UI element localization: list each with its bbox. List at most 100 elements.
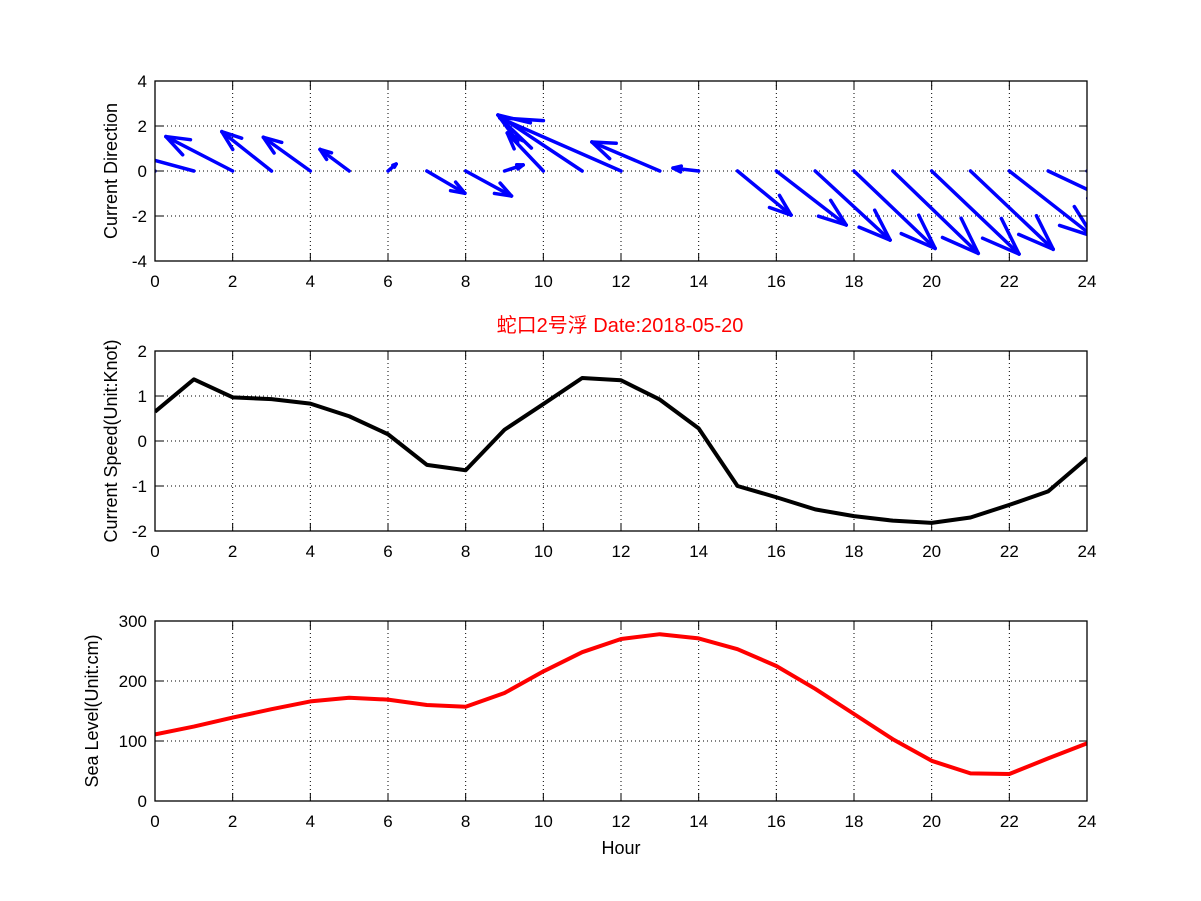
current-arrow (590, 140, 662, 173)
y-tick-label: 2 (138, 117, 147, 136)
x-tick-label: 6 (383, 542, 392, 561)
arrow-shaft (968, 169, 1055, 252)
arrow-head-barb (816, 214, 848, 227)
arrow-head-barb (261, 135, 284, 145)
arrow-head-barb (899, 231, 937, 251)
arrow-head-barb (516, 163, 525, 171)
x-tick-label: 10 (534, 272, 553, 291)
arrow-shaft (220, 129, 274, 173)
current-arrow (220, 129, 274, 173)
current-arrow (968, 169, 1055, 252)
y-tick-label: 4 (138, 72, 147, 91)
arrow-head-barb (767, 205, 793, 217)
x-tick-label: 14 (689, 542, 708, 561)
arrow-head-barb (261, 135, 276, 155)
arrow-head-barb (448, 188, 467, 196)
current-arrow (891, 169, 981, 256)
x-tick-label: 12 (612, 542, 631, 561)
current-arrow (671, 164, 701, 174)
x-tick-label: 22 (1000, 812, 1019, 831)
x-tick-label: 22 (1000, 542, 1019, 561)
arrow-head-barb (1016, 232, 1055, 252)
current-arrow (164, 134, 235, 173)
y-tick-label: 300 (119, 612, 147, 631)
arrow-head-barb (872, 208, 892, 242)
x-tick-label: 20 (922, 542, 941, 561)
y-tick-label: -4 (132, 252, 147, 271)
x-tick-label: 8 (461, 812, 470, 831)
arrow-shaft (774, 169, 848, 227)
arrow-shaft (463, 169, 514, 198)
current-arrow (386, 162, 398, 173)
current-arrow (929, 169, 1021, 256)
arrow-head-barb (318, 147, 334, 155)
y-tick-label: 0 (138, 162, 147, 181)
arrow-shaft (929, 169, 1021, 256)
current-arrow (735, 169, 793, 217)
x-tick-label: 18 (845, 272, 864, 291)
x-tick-label: 24 (1078, 542, 1097, 561)
arrow-head-barb (777, 193, 793, 217)
x-tick-label: 16 (767, 542, 786, 561)
arrow-head-barb (498, 116, 534, 150)
arrow-head-barb (857, 225, 892, 242)
x-tick-label: 10 (534, 812, 553, 831)
current-arrow (318, 147, 351, 173)
arrow-head-barb (999, 216, 1021, 256)
arrow-head-barb (1072, 204, 1087, 231)
x-tick-label: 0 (150, 542, 159, 561)
arrow-shaft (1046, 169, 1087, 192)
arrow-shaft (1007, 169, 1087, 234)
x-tick-label: 18 (845, 812, 864, 831)
y-tick-label: 1 (138, 387, 147, 406)
arrow-head-barb (164, 134, 185, 157)
current-arrow (852, 169, 937, 251)
x-axis-label: Hour (601, 838, 640, 858)
arrow-head-barb (492, 191, 514, 198)
current-arrow (502, 162, 525, 173)
arrow-shaft (891, 169, 981, 256)
current-arrow (813, 169, 892, 242)
x-tick-label: 4 (306, 812, 315, 831)
arrow-head-barb (590, 140, 618, 146)
y-tick-label: 200 (119, 672, 147, 691)
arrow-head-barb (980, 236, 1021, 256)
arrow-shaft (261, 135, 313, 173)
current-arrow (261, 135, 313, 173)
x-tick-label: 16 (767, 272, 786, 291)
arrow-head-barb (164, 134, 193, 142)
arrow-shaft (498, 116, 623, 173)
x-tick-label: 20 (922, 272, 941, 291)
x-tick-label: 14 (689, 272, 708, 291)
arrow-shaft (590, 140, 662, 173)
y-axis-label: Current Direction (101, 103, 121, 239)
arrow-head-barb (590, 140, 612, 161)
x-tick-label: 8 (461, 542, 470, 561)
x-tick-label: 14 (689, 812, 708, 831)
arrow-head-barb (828, 198, 848, 227)
chart-title: 蛇口2号浮 Date:2018-05-20 (497, 314, 744, 337)
arrow-shaft (318, 147, 351, 173)
x-tick-label: 10 (534, 542, 553, 561)
y-tick-label: -2 (132, 207, 147, 226)
arrow-head-barb (220, 129, 235, 152)
y-tick-label: 0 (138, 792, 147, 811)
x-tick-label: 0 (150, 272, 159, 291)
y-tick-label: -2 (132, 522, 147, 541)
arrow-head-barb (1034, 213, 1055, 252)
arrow-head-barb (498, 181, 514, 198)
x-tick-label: 12 (612, 272, 631, 291)
x-tick-label: 22 (1000, 272, 1019, 291)
x-tick-label: 12 (612, 812, 631, 831)
arrow-head-barb (1057, 223, 1087, 237)
arrow-head-barb (392, 162, 398, 169)
arrow-shaft (735, 169, 793, 217)
y-tick-label: 2 (138, 342, 147, 361)
arrow-shaft (425, 169, 467, 196)
y-tick-label: -1 (132, 477, 147, 496)
arrow-shaft (155, 158, 196, 173)
x-tick-label: 16 (767, 812, 786, 831)
